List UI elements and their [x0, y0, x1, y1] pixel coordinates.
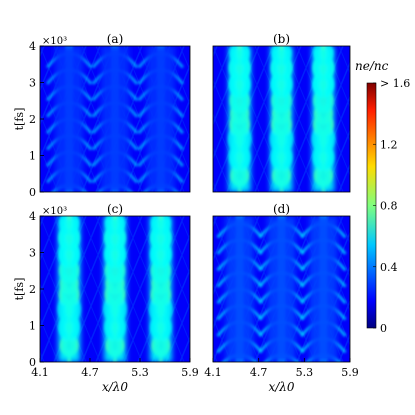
panel-1: (b) — [212, 32, 415, 193]
colorbar-tick-label: 0.8 — [380, 200, 398, 213]
filament-column — [104, 216, 126, 362]
filament-column — [58, 216, 81, 362]
y-tick-label: 1 — [29, 320, 36, 333]
panel-2: (c) ×10³ 0 1 2 3 4 t[fs] 4.1 4.7 5.3 5.9 x/λ0 — [0, 202, 199, 394]
texture-line — [40, 146, 59, 192]
x-axis-label: x/λ0 — [268, 380, 294, 394]
texture-line — [213, 216, 232, 262]
x-tick-label: 5.3 — [296, 366, 314, 379]
panel-0: (a) ×10³ 0 1 2 3 4 t[fs] — [0, 32, 191, 199]
colorbar-title: ne/nc — [355, 59, 389, 73]
texture-line — [395, 46, 415, 192]
colorbar-tick-label: 1.2 — [380, 138, 398, 151]
filament-column — [228, 46, 251, 192]
y-tick-label: 0 — [29, 186, 36, 199]
x-axis-label: x/λ0 — [102, 380, 128, 394]
filament-column — [146, 46, 175, 192]
y-axis-label: t[fs] — [13, 108, 26, 131]
y-tick-label: 4 — [29, 40, 36, 53]
y-axis-label: t[fs] — [13, 278, 26, 301]
x-tick-label: 5.9 — [341, 366, 359, 379]
y-tick-label: 3 — [29, 77, 36, 90]
texture-line — [381, 216, 415, 362]
axis-exponent-label: ×10³ — [42, 36, 67, 47]
texture-line — [0, 216, 2, 362]
texture-line — [213, 146, 232, 192]
colorbar-tick-label: > 1.6 — [380, 77, 410, 90]
texture-line — [165, 131, 190, 192]
x-tick-label: 5.3 — [131, 366, 149, 379]
texture-line — [213, 46, 232, 92]
colorbar: ne/nc 0 0.4 0.8 1.2 > 1.6 — [355, 59, 410, 335]
texture-line — [338, 46, 350, 75]
texture-line — [409, 46, 415, 192]
y-tick-label: 0 — [29, 356, 36, 369]
y-tick-label: 4 — [29, 210, 36, 223]
texture-line — [40, 216, 59, 262]
panel-frame — [212, 215, 351, 363]
texture-line — [353, 216, 413, 362]
texture-line — [165, 216, 190, 276]
y-tick-label: 2 — [29, 113, 36, 126]
panel-frame — [212, 45, 351, 193]
texture-line — [213, 316, 232, 362]
texture-line — [409, 216, 415, 362]
texture-line — [353, 216, 413, 362]
panel-title: (b) — [273, 32, 290, 46]
panel-title: (c) — [107, 202, 123, 216]
texture-line — [395, 46, 415, 192]
x-tick-label: 4.7 — [81, 366, 99, 379]
panel-title: (a) — [107, 32, 124, 46]
texture-line — [324, 129, 350, 192]
colorbar-tick-label: 0.4 — [380, 261, 398, 274]
texture-line — [338, 216, 350, 245]
y-tick-label: 1 — [29, 150, 36, 163]
x-tick-label: 4.1 — [31, 366, 49, 379]
x-tick-label: 4.7 — [250, 366, 268, 379]
texture-line — [381, 216, 415, 362]
panel-title: (d) — [273, 202, 290, 216]
texture-line — [165, 46, 190, 106]
y-tick-label: 2 — [29, 283, 36, 296]
texture-line — [0, 46, 2, 192]
filament-column — [149, 216, 172, 362]
filament-column — [55, 46, 84, 192]
filament-column — [270, 46, 293, 192]
texture-line — [409, 46, 415, 192]
x-tick-label: 5.9 — [181, 366, 199, 379]
panel-3: (d) 4.1 4.7 5.3 5.9 x/λ0 — [204, 202, 415, 394]
texture-line — [165, 301, 190, 362]
texture-line — [395, 216, 415, 362]
texture-line — [40, 316, 59, 362]
filament-column — [312, 46, 335, 192]
texture-line — [40, 46, 59, 92]
colorbar-tick-label: 0 — [380, 322, 387, 335]
filament-column — [309, 216, 338, 362]
filament-column — [225, 216, 254, 362]
axis-exponent-label: ×10³ — [42, 206, 67, 217]
texture-line — [409, 216, 415, 362]
texture-line — [0, 216, 2, 362]
texture-line — [338, 163, 350, 192]
texture-line — [395, 216, 415, 362]
texture-line — [324, 46, 350, 109]
texture-line — [0, 46, 2, 192]
x-tick-label: 4.1 — [204, 366, 222, 379]
texture-line — [338, 333, 350, 362]
y-tick-label: 3 — [29, 247, 36, 260]
filament-column — [101, 46, 129, 192]
filament-column — [267, 216, 296, 362]
